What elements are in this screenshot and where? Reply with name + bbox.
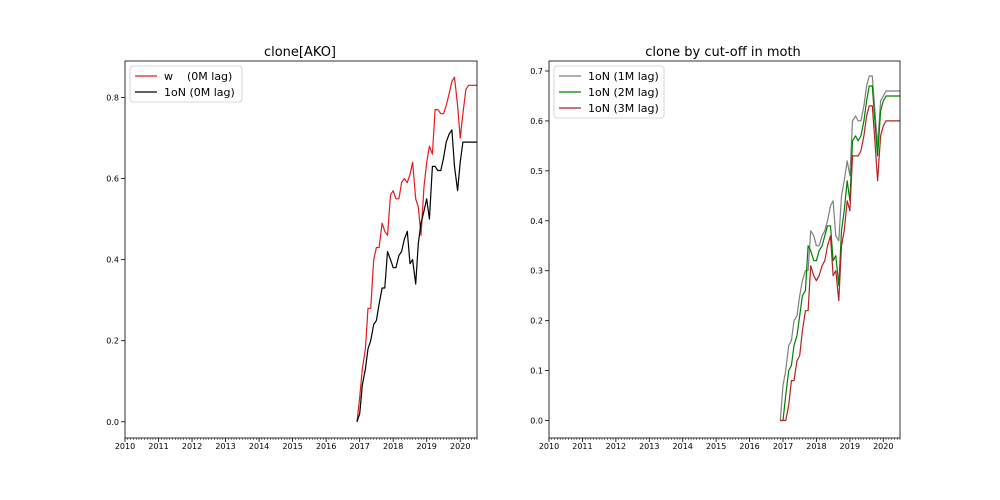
- x-tick-label: 2013: [639, 442, 659, 451]
- series-line-1: [356, 129, 477, 422]
- right-chart-title: clone by cut-off in moth: [645, 45, 801, 60]
- x-tick-label: 2012: [606, 442, 626, 451]
- legend-label: w (0M lag): [164, 70, 232, 83]
- y-tick-label: 0.2: [530, 317, 543, 326]
- x-tick-label: 2020: [450, 442, 470, 451]
- y-tick-label: 0.0: [530, 417, 543, 426]
- series-line-1: [780, 85, 900, 422]
- x-tick-label: 2013: [215, 442, 235, 451]
- x-tick-label: 2011: [572, 442, 592, 451]
- legend-label: 1oN (1M lag): [588, 70, 659, 83]
- y-tick-label: 0.7: [530, 67, 543, 76]
- y-tick-label: 0.4: [530, 217, 543, 226]
- left-chart-legend: w (0M lag) 1oN (0M lag): [129, 65, 243, 103]
- legend-box: [129, 65, 243, 103]
- x-tick-label: 2019: [840, 442, 860, 451]
- left-chart-ticks: 2010 2011 2012 2013 2014 2015 2016 2017 2018 2019…: [106, 93, 478, 451]
- x-tick-label: 2014: [673, 442, 693, 451]
- left-chart-panel: clone[AKO] 2010 2011 2012 2013 2014 2015 2016 2…: [106, 45, 478, 451]
- x-tick-label: 2016: [316, 442, 336, 451]
- right-chart-lines: [779, 75, 900, 422]
- x-tick-label: 2017: [773, 442, 793, 451]
- x-tick-label: 2015: [706, 442, 726, 451]
- x-tick-label: 2012: [182, 442, 202, 451]
- y-tick-label: 0.6: [106, 175, 119, 184]
- x-tick-label: 2010: [539, 442, 559, 451]
- series-line-0: [779, 75, 900, 421]
- x-tick-label: 2018: [806, 442, 826, 451]
- series-line-0: [356, 76, 477, 422]
- x-tick-label: 2016: [739, 442, 759, 451]
- left-chart-lines: [356, 76, 477, 422]
- x-tick-label: 2010: [115, 442, 135, 451]
- x-tick-label: 2019: [417, 442, 437, 451]
- left-chart-title: clone[AKO]: [264, 45, 336, 60]
- x-tick-label: 2020: [873, 442, 893, 451]
- left-chart-frame: [124, 60, 478, 439]
- right-chart-ticks: 2010 2011 2012 2013 2014 2015 2016 2017 2018 2019…: [530, 67, 901, 451]
- y-tick-label: 0.5: [530, 167, 543, 176]
- y-tick-label: 0.1: [530, 367, 543, 376]
- right-chart-frame: [548, 60, 901, 439]
- y-tick-label: 0.0: [106, 418, 119, 427]
- legend-label: 1oN (2M lag): [588, 86, 659, 99]
- legend-box: [553, 65, 665, 119]
- legend-label: 1oN (3M lag): [588, 102, 659, 115]
- right-chart-panel: clone by cut-off in moth 2010 2011 2012 201…: [530, 45, 901, 451]
- y-tick-label: 0.6: [530, 117, 543, 126]
- y-tick-label: 0.2: [106, 337, 119, 346]
- x-tick-label: 2017: [349, 442, 369, 451]
- x-tick-label: 2011: [148, 442, 168, 451]
- x-tick-label: 2015: [282, 442, 302, 451]
- x-tick-label: 2018: [383, 442, 403, 451]
- legend-label: 1oN (0M lag): [164, 86, 235, 99]
- series-line-2: [780, 105, 900, 422]
- y-tick-label: 0.3: [530, 267, 543, 276]
- y-tick-label: 0.4: [106, 256, 119, 265]
- y-tick-label: 0.8: [106, 93, 119, 102]
- right-chart-legend: 1oN (1M lag) 1oN (2M lag) 1oN (3M lag): [553, 65, 665, 119]
- x-tick-label: 2014: [249, 442, 269, 451]
